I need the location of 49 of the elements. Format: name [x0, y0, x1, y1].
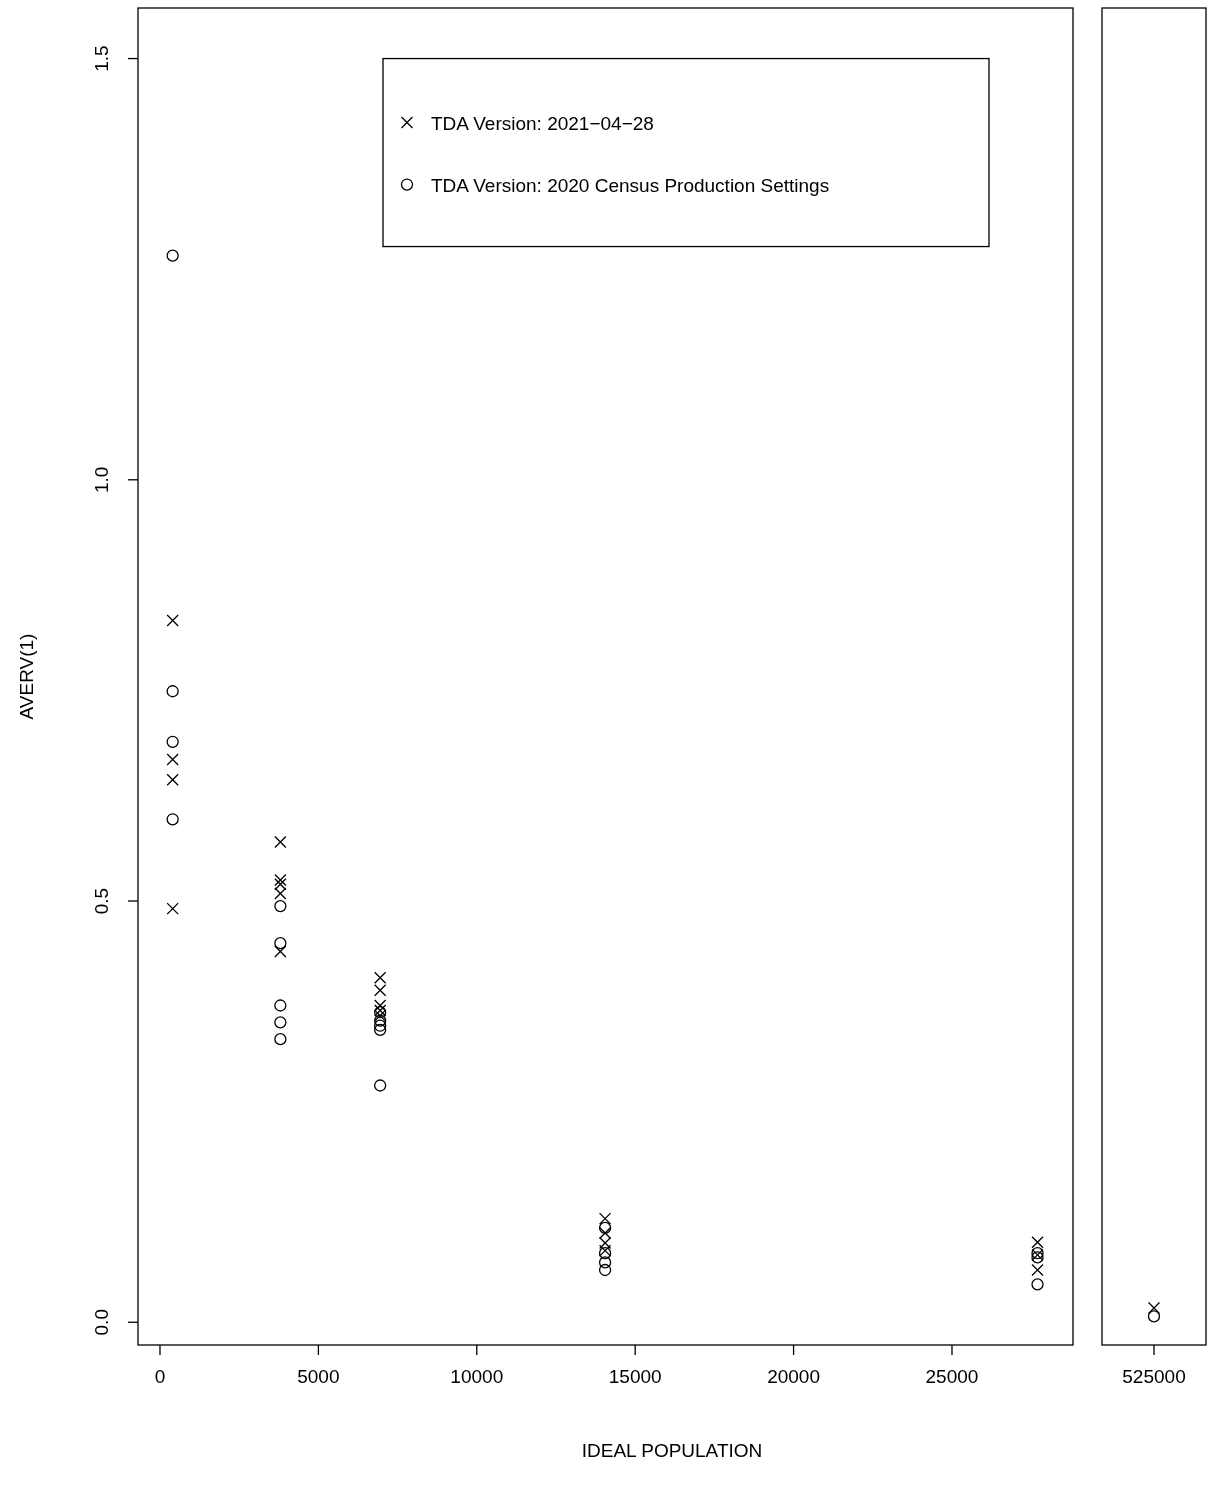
point	[598, 1263, 612, 1277]
point	[374, 1014, 387, 1027]
point	[274, 835, 287, 849]
point	[598, 1226, 612, 1240]
legend-label: TDA Version: 2021−04−28	[431, 112, 654, 134]
point	[598, 1236, 612, 1250]
y-tick-label: 1.0	[91, 466, 112, 493]
y-tick-label: 0.0	[91, 1309, 112, 1336]
point	[374, 1019, 387, 1032]
x-tick-label: 15000	[608, 1366, 662, 1387]
x-tick-label: 5000	[297, 1366, 340, 1387]
point	[166, 614, 179, 627]
point	[598, 1256, 612, 1269]
point	[1031, 1236, 1044, 1249]
point	[166, 813, 179, 826]
x-tick-label: 10000	[450, 1366, 504, 1387]
point	[166, 685, 179, 698]
point	[374, 999, 387, 1012]
x-axis-title: IDEAL POPULATION	[581, 1440, 763, 1461]
y-axis-title: AVERV(1)	[16, 633, 37, 720]
point	[166, 735, 179, 748]
point	[274, 1033, 287, 1046]
x-tick-label: 20000	[767, 1366, 821, 1387]
point	[274, 878, 287, 891]
point	[166, 902, 179, 915]
point	[374, 1079, 387, 1092]
point	[274, 873, 287, 887]
point	[166, 773, 179, 786]
point	[274, 945, 287, 958]
point	[274, 899, 287, 913]
point	[1031, 1278, 1044, 1291]
point	[274, 887, 287, 900]
x-tick-label: 25000	[925, 1366, 979, 1387]
x-tick-label: 525000	[1122, 1366, 1186, 1387]
point	[374, 1023, 387, 1037]
point	[274, 1016, 287, 1029]
point	[166, 753, 179, 766]
point	[598, 1221, 612, 1235]
point	[598, 1212, 612, 1225]
legend-label: TDA Version: 2020 Census Production Settings	[431, 174, 830, 196]
point	[274, 936, 287, 950]
point	[374, 984, 387, 997]
y-tick-label: 0.5	[91, 887, 112, 915]
x-tick-label: 0	[154, 1366, 166, 1387]
y-tick-label: 1.5	[91, 45, 112, 72]
point	[166, 249, 179, 262]
point	[274, 999, 287, 1012]
point	[1031, 1263, 1044, 1277]
point	[374, 971, 387, 984]
